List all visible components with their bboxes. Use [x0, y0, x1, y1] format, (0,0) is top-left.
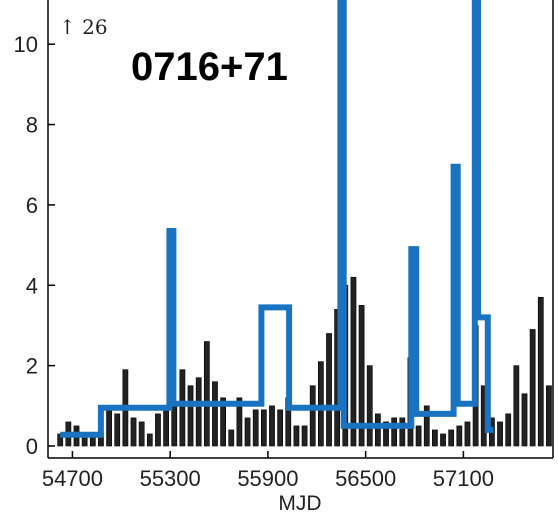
histogram-bar: [391, 417, 398, 447]
histogram-bar: [155, 413, 161, 447]
histogram-bar: [187, 385, 194, 447]
y-tick-label: 8: [26, 113, 38, 138]
histogram-bar: [163, 409, 169, 447]
axes: 0 2 4 6 8 10 54700 55300 55900 56500 57100: [14, 0, 554, 491]
histogram-bar: [537, 297, 544, 447]
histogram-bar: [448, 429, 455, 447]
histogram-bar: [366, 365, 373, 447]
histogram-bar: [350, 276, 357, 447]
histogram-bar: [399, 417, 406, 447]
histogram-bar: [358, 305, 365, 447]
histogram-bar: [260, 409, 267, 447]
bayesian-blocks-line: [60, 0, 494, 438]
y-tick-label: 10: [14, 32, 38, 57]
histogram-bar: [195, 377, 202, 447]
blocks-series-line: [60, 0, 494, 438]
y-tick-label: 0: [26, 434, 38, 459]
histogram-bar: [415, 425, 422, 447]
histogram-bar: [203, 341, 210, 447]
histogram-bar: [236, 397, 243, 447]
histogram-bar: [212, 381, 218, 447]
clipped-peak-annotation: ↑ 26: [59, 15, 108, 39]
histogram-bar: [293, 425, 300, 447]
histogram-bar: [440, 433, 446, 447]
histogram-bar: [326, 333, 332, 447]
histogram-bar: [252, 409, 259, 447]
x-tick-label: 56500: [335, 466, 396, 491]
histogram-bar: [383, 421, 389, 447]
histogram-bar: [432, 429, 438, 447]
histogram-bar: [529, 329, 536, 447]
histogram-bar: [513, 365, 520, 447]
histogram-bar: [81, 437, 88, 447]
chart-title: 0716+71: [131, 45, 288, 89]
histogram-bar: [497, 421, 503, 447]
histogram-bar: [375, 413, 381, 447]
x-axis-label: MJD: [278, 492, 321, 514]
histogram-bar: [521, 393, 528, 447]
x-tick-label: 55300: [140, 466, 201, 491]
histogram-bar: [505, 413, 512, 447]
histogram-bar: [277, 409, 284, 447]
x-tick-label: 57100: [433, 466, 494, 491]
histogram-bar: [244, 417, 251, 447]
x-tick-label: 55900: [237, 466, 298, 491]
histogram-bar: [130, 417, 137, 447]
y-tick-label: 6: [26, 193, 38, 218]
histogram-bar: [423, 405, 430, 447]
histogram-bar: [171, 405, 178, 447]
histogram-bar: [146, 433, 153, 447]
histogram-bar: [106, 405, 112, 447]
histogram-bar: [456, 425, 463, 447]
histogram-bar: [220, 397, 226, 447]
histogram-bar: [228, 429, 235, 447]
histogram-bar: [114, 413, 121, 447]
y-tick-label: 2: [26, 354, 38, 379]
histogram-bar: [317, 361, 324, 447]
histogram-bar: [301, 425, 308, 447]
histogram-bar: [269, 405, 275, 447]
histogram-bar: [179, 369, 186, 447]
histogram-bar: [464, 421, 471, 447]
x-tick-label: 54700: [42, 466, 103, 491]
histogram-bar: [138, 421, 145, 447]
histogram-bar: [546, 385, 552, 447]
histogram-bar: [309, 385, 316, 447]
y-tick-label: 4: [26, 273, 38, 298]
